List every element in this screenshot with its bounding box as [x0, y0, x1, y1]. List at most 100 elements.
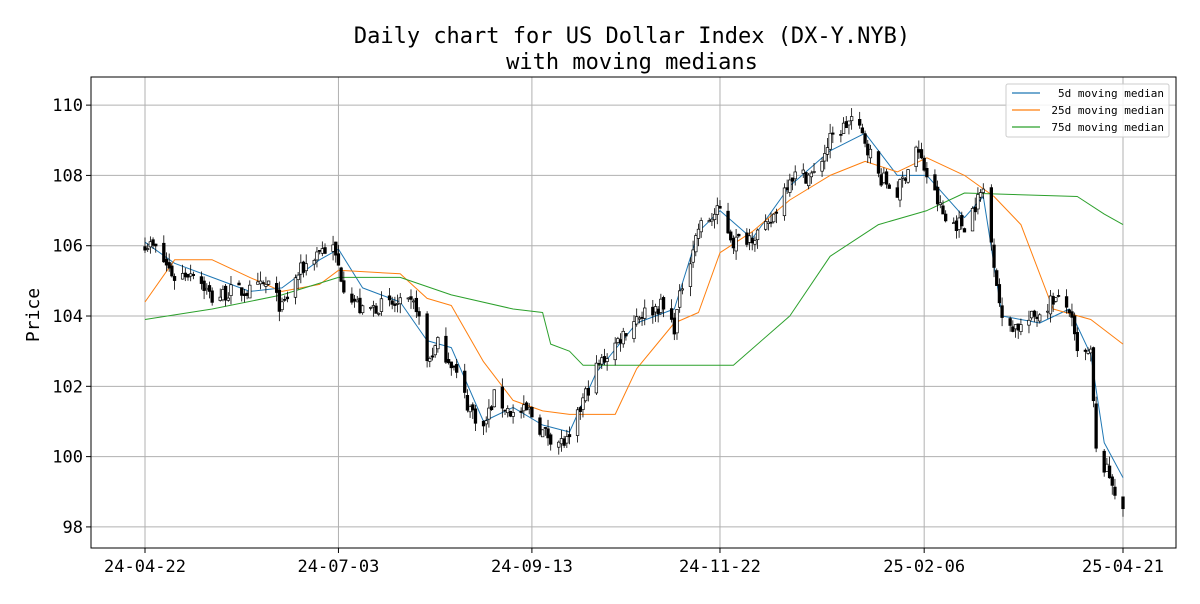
chart-subtitle: with moving medians [506, 50, 758, 75]
candle [661, 295, 666, 318]
candle [1064, 289, 1069, 314]
candle [1091, 346, 1096, 408]
candle [678, 284, 682, 313]
candle [221, 285, 225, 302]
candle [1016, 323, 1020, 339]
candle [237, 280, 241, 286]
y-tick-label: 106 [52, 237, 83, 257]
candle [925, 162, 929, 184]
candle [186, 273, 190, 281]
candle [191, 271, 196, 280]
candle [301, 260, 306, 278]
legend-label-ma75: 75d moving median [1051, 121, 1164, 134]
chart-title: Daily chart for US Dollar Index (DX-Y.NY… [354, 24, 910, 49]
candle [377, 312, 381, 317]
candle [374, 302, 378, 314]
candle [782, 183, 787, 221]
candle [229, 275, 233, 305]
candle [1035, 311, 1039, 327]
candle [473, 404, 478, 432]
candle [264, 276, 268, 294]
candle [409, 289, 413, 309]
candle [1054, 297, 1058, 303]
candle [1105, 457, 1109, 472]
candle [828, 123, 832, 159]
candle [266, 280, 271, 286]
candle [659, 293, 663, 315]
candle [162, 235, 166, 263]
candle [976, 187, 980, 215]
candle [549, 432, 553, 451]
candle [764, 214, 768, 231]
candle [992, 238, 996, 278]
candle [390, 296, 394, 310]
candle [613, 337, 617, 366]
candle [581, 393, 585, 418]
candle [957, 210, 961, 238]
candle [218, 288, 222, 302]
legend: 5d moving median 25d moving median 75d m… [1005, 83, 1170, 138]
y-tick-label: 108 [52, 166, 83, 186]
candle [167, 253, 171, 272]
candle [315, 246, 319, 268]
candle [172, 273, 177, 290]
candle [277, 281, 281, 322]
candle [898, 178, 902, 208]
candle [734, 229, 738, 260]
candle [406, 297, 410, 303]
candle [841, 117, 846, 134]
x-tick-label: 25-04-21 [1082, 557, 1164, 577]
candle [412, 298, 416, 310]
candle [882, 167, 886, 185]
candle [562, 435, 566, 448]
candle [559, 430, 564, 452]
candle [248, 280, 252, 299]
candle [444, 327, 448, 364]
candle [540, 429, 545, 438]
candle [369, 306, 373, 311]
candle [323, 243, 327, 255]
candle [1107, 456, 1112, 479]
candle [669, 299, 674, 323]
candle [753, 236, 757, 252]
moving-median-lines [144, 132, 1124, 478]
candle [788, 173, 792, 197]
series-line-ma5 [144, 132, 1124, 478]
candle [151, 237, 155, 250]
candle [258, 271, 263, 290]
candle [242, 289, 247, 303]
candle [417, 307, 421, 325]
axis-ticks: 24-04-22 24-07-03 24-09-13 24-11-22 25-02-06… [52, 96, 1164, 577]
candle [463, 363, 467, 399]
candle [973, 197, 977, 221]
candle [621, 327, 625, 348]
candle [293, 274, 298, 305]
candle [331, 235, 335, 261]
candles [143, 108, 1125, 517]
candle [863, 130, 867, 148]
candle [755, 228, 760, 249]
candle [844, 115, 848, 129]
candle [643, 299, 647, 326]
candle [425, 311, 429, 368]
candle [1067, 308, 1071, 317]
candle [981, 183, 985, 199]
candle [557, 440, 561, 455]
candle [575, 406, 580, 443]
candle [696, 223, 701, 247]
candle [745, 228, 749, 248]
candle [245, 290, 249, 300]
candle [594, 355, 599, 395]
candle [312, 258, 316, 271]
candle [933, 169, 937, 191]
candle [737, 233, 741, 238]
candle [823, 144, 827, 170]
candle [280, 297, 284, 313]
candle [688, 257, 693, 297]
candle [1094, 396, 1098, 453]
candle [884, 168, 889, 189]
candle [1102, 449, 1106, 477]
candle [430, 347, 435, 361]
candle [895, 181, 899, 198]
